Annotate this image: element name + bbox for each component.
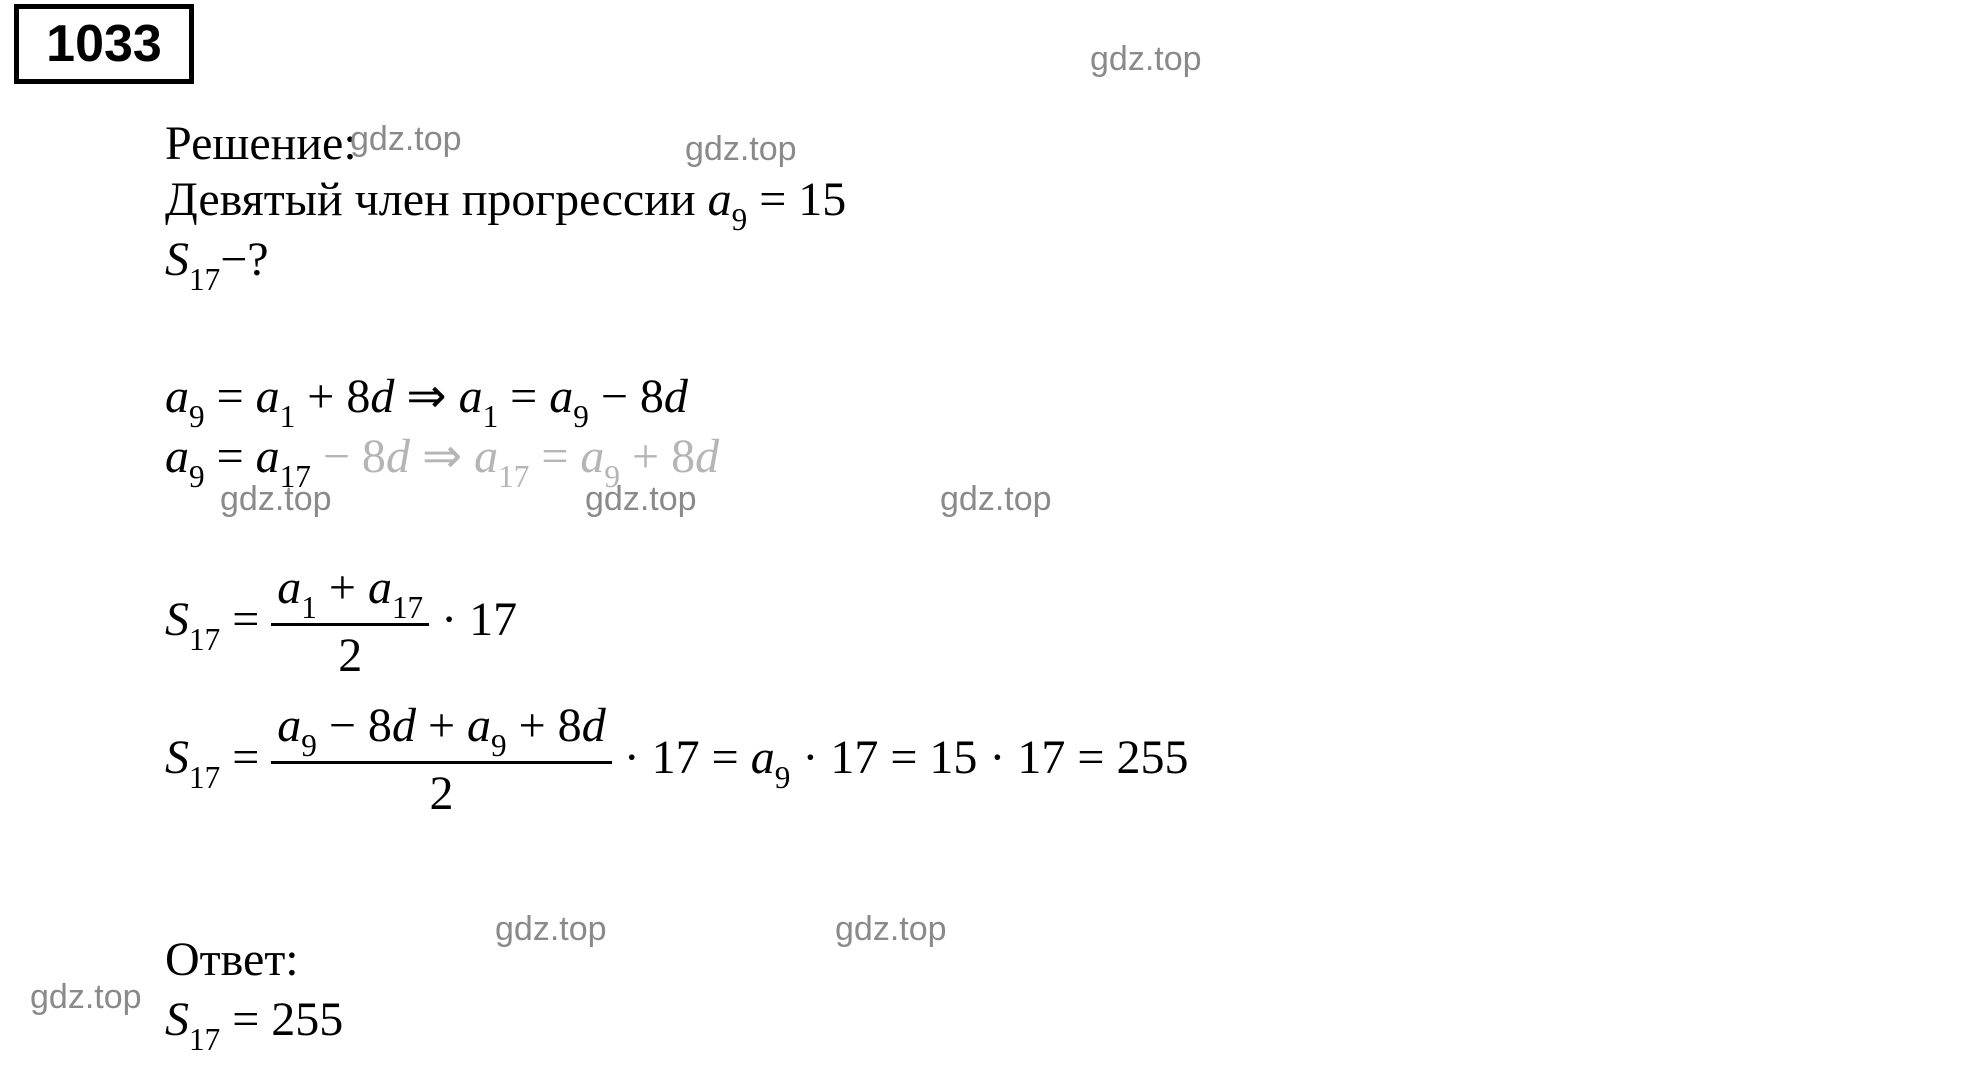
watermark-4: gdz.top — [585, 480, 697, 519]
text-formula2: S17 = a9 − 8d + a9 + 8d2 · 17 = a9 · 17 … — [165, 700, 1188, 824]
watermark-6: gdz.top — [495, 910, 607, 949]
watermark-8: gdz.top — [30, 978, 142, 1017]
text-step1: a9 = a1 + 8d ⇒ a1 = a9 − 8d — [165, 368, 688, 431]
watermark-0: gdz.top — [1090, 40, 1202, 79]
text-resh_label: Решение: — [165, 116, 357, 171]
watermark-2: gdz.top — [685, 130, 797, 169]
watermark-5: gdz.top — [940, 480, 1052, 519]
text-ask: S17−? — [165, 232, 269, 294]
text-formula1: S17 = a1 + a172 · 17 — [165, 562, 517, 686]
problem-number-box: 1033 — [14, 4, 194, 84]
watermark-7: gdz.top — [835, 910, 947, 949]
text-given: Девятый член прогрессии a9 = 15 — [165, 172, 846, 234]
watermark-3: gdz.top — [220, 480, 332, 519]
watermark-1: gdz.top — [350, 120, 462, 159]
text-answer_label: Ответ: — [165, 932, 299, 987]
problem-number-text: 1033 — [46, 14, 162, 74]
text-answer_value: S17 = 255 — [165, 992, 343, 1054]
